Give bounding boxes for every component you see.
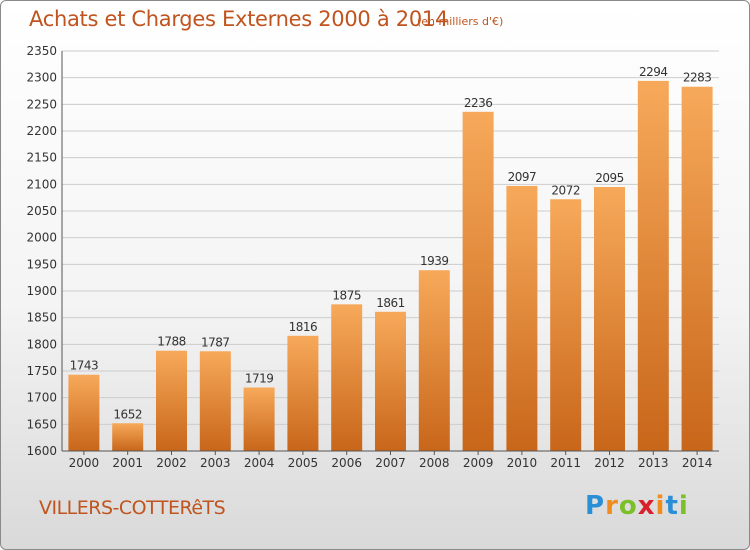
- logo-letter: o: [618, 491, 638, 521]
- bar-2001: [112, 423, 144, 451]
- commune-name: VILLERS-COTTERêTS: [39, 497, 226, 519]
- x-tick-label: 2000: [69, 456, 100, 470]
- data-label: 2095: [595, 171, 624, 185]
- logo-letter: t: [665, 491, 679, 521]
- data-label: 2236: [464, 96, 493, 110]
- bar-2005: [287, 335, 319, 451]
- data-label: 2294: [639, 65, 668, 79]
- bar-2009: [462, 111, 494, 452]
- y-tick-label: 2050: [26, 204, 57, 218]
- bars: [68, 80, 713, 452]
- x-tick-label: 2011: [550, 456, 581, 470]
- data-label: 1652: [113, 407, 142, 421]
- bar-2012: [594, 187, 625, 451]
- chart-title: Achats et Charges Externes 2000 à 2014: [29, 7, 449, 31]
- y-tick-label: 2150: [26, 151, 57, 165]
- x-tick-label: 2002: [156, 456, 187, 470]
- data-label: 2283: [683, 71, 712, 85]
- data-labels: 1743 1652 1788 1787 1719 1816 1875 1861 1939 2236…: [70, 65, 712, 421]
- data-label: 2072: [551, 183, 580, 197]
- y-tick-label: 1650: [26, 417, 57, 431]
- y-tick-label: 1850: [26, 311, 57, 325]
- x-tick-label: 2001: [112, 456, 143, 470]
- x-tick-label: 2006: [331, 456, 362, 470]
- bar-2014: [681, 86, 713, 451]
- bar-2010: [506, 185, 538, 451]
- data-label: 1788: [157, 335, 186, 349]
- x-tick-label: 2005: [288, 456, 319, 470]
- y-tick-label: 1750: [26, 364, 57, 378]
- data-label: 1787: [201, 335, 230, 349]
- data-label: 1816: [289, 320, 318, 334]
- y-tick-label: 2100: [26, 177, 57, 191]
- logo-letter: i: [678, 491, 689, 521]
- x-tick-label: 2014: [682, 456, 713, 470]
- data-label: 1875: [332, 288, 361, 302]
- bar-2003: [199, 351, 231, 451]
- x-tick-label: 2010: [507, 456, 538, 470]
- bar-2006: [331, 304, 363, 451]
- y-tick-label: 1950: [26, 257, 57, 271]
- y-tick-label: 1900: [26, 284, 57, 298]
- data-label: 1719: [245, 372, 274, 386]
- logo-letter: i: [655, 491, 666, 521]
- bar-2004: [243, 387, 275, 451]
- x-tick-label: 2008: [419, 456, 450, 470]
- data-label: 1939: [420, 254, 449, 268]
- data-label: 1861: [376, 296, 405, 310]
- proxiti-logo: Proxiti: [585, 491, 689, 521]
- data-label: 1743: [70, 359, 99, 373]
- y-tick-label: 2250: [26, 97, 57, 111]
- chart-subtitle: (en milliers d'€): [417, 15, 504, 28]
- y-tick-label: 1800: [26, 337, 57, 351]
- axes: 1600 1650 1700 1750 1800 1850 1900 1950 2000 2050…: [26, 44, 719, 470]
- x-tick-label: 2003: [200, 456, 231, 470]
- y-tick-label: 2350: [26, 44, 57, 58]
- x-tick-label: 2012: [594, 456, 625, 470]
- x-tick-label: 2009: [463, 456, 494, 470]
- bar-2013: [637, 80, 669, 451]
- x-tick-label: 2013: [638, 456, 669, 470]
- bar-2007: [375, 311, 406, 451]
- x-tick-label: 2004: [244, 456, 275, 470]
- x-tick-label: 2007: [375, 456, 406, 470]
- y-tick-label: 2300: [26, 71, 57, 85]
- data-label: 2097: [508, 170, 537, 184]
- logo-letter: x: [637, 491, 656, 521]
- y-tick-label: 1600: [26, 444, 57, 458]
- y-tick-label: 2200: [26, 124, 57, 138]
- bar-2002: [156, 350, 187, 451]
- logo-letter: r: [605, 491, 619, 521]
- y-tick-label: 2000: [26, 231, 57, 245]
- bar-2000: [68, 374, 100, 451]
- y-tick-label: 1700: [26, 391, 57, 405]
- logo-letter: P: [585, 491, 606, 521]
- bar-2008: [418, 270, 450, 451]
- bar-2011: [550, 199, 582, 451]
